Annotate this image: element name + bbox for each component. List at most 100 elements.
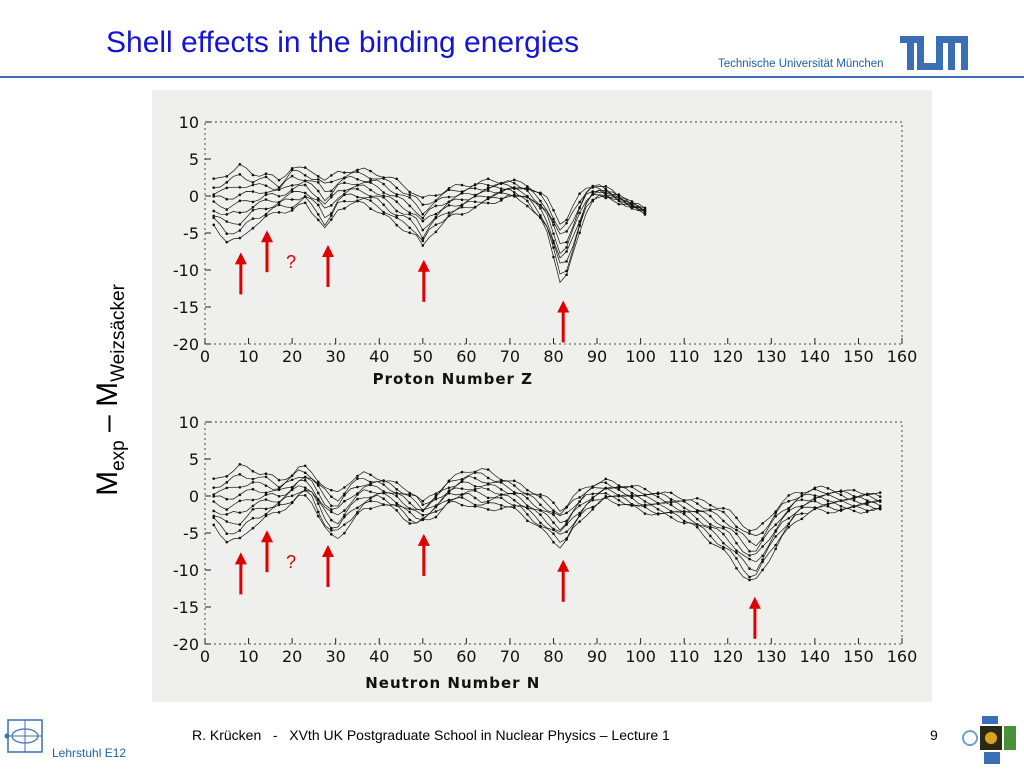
data-point xyxy=(748,540,751,543)
data-point xyxy=(669,491,673,495)
data-point xyxy=(395,200,398,203)
data-point xyxy=(604,184,608,188)
data-point xyxy=(565,218,568,222)
data-point xyxy=(643,505,647,509)
data-point xyxy=(303,475,307,479)
data-point xyxy=(578,231,581,235)
data-point xyxy=(695,496,699,500)
data-point xyxy=(238,236,242,240)
data-point xyxy=(682,521,686,525)
data-point xyxy=(382,196,385,199)
data-point xyxy=(212,477,216,480)
data-point xyxy=(878,491,882,494)
data-point xyxy=(343,531,346,535)
x-tick-label: 110 xyxy=(669,347,700,366)
data-point xyxy=(290,501,294,505)
data-point xyxy=(408,522,412,525)
data-point xyxy=(709,534,712,538)
data-point xyxy=(395,494,398,498)
slide-title: Shell effects in the binding energies xyxy=(106,26,580,59)
data-point xyxy=(395,194,398,198)
data-point xyxy=(604,189,608,192)
data-point xyxy=(722,532,725,536)
university-name: Technische Universität München xyxy=(718,58,884,70)
data-point xyxy=(290,168,294,172)
data-point xyxy=(303,479,307,482)
x-tick-label: 0 xyxy=(200,347,210,366)
data-point xyxy=(526,492,529,496)
data-point xyxy=(839,489,843,492)
data-point xyxy=(826,499,830,503)
data-point xyxy=(225,475,229,478)
data-point xyxy=(539,206,542,210)
data-point xyxy=(303,471,307,475)
data-point xyxy=(238,473,242,476)
data-point xyxy=(486,196,490,200)
data-point xyxy=(839,504,843,508)
data-point xyxy=(460,205,464,209)
data-point xyxy=(356,177,359,181)
data-point xyxy=(330,189,333,193)
data-point xyxy=(552,220,555,224)
data-point xyxy=(709,509,712,512)
data-point xyxy=(343,207,346,210)
data-point xyxy=(225,481,229,484)
data-point xyxy=(408,226,412,230)
x-tick-label: 60 xyxy=(456,347,476,366)
data-point xyxy=(251,487,255,491)
chair-name: Lehrstuhl E12 xyxy=(52,746,127,760)
data-point xyxy=(277,201,281,204)
data-point xyxy=(251,469,255,473)
data-point xyxy=(212,486,216,489)
x-tick-label: 110 xyxy=(669,647,700,666)
data-point xyxy=(225,532,229,536)
data-point xyxy=(761,554,764,558)
data-point xyxy=(761,568,764,572)
data-point xyxy=(395,186,398,190)
data-point xyxy=(591,486,595,489)
data-point xyxy=(630,206,634,210)
y-tick-label: -20 xyxy=(173,335,199,354)
data-point xyxy=(709,514,712,518)
data-point xyxy=(682,519,686,523)
y-tick-label: -15 xyxy=(173,598,199,617)
data-point xyxy=(447,491,451,495)
data-point xyxy=(212,214,216,218)
data-point xyxy=(447,211,451,215)
x-axis-label: Neutron Number N xyxy=(365,674,540,692)
data-point xyxy=(238,223,242,226)
data-point xyxy=(343,486,346,489)
data-point xyxy=(774,543,777,547)
arrow-head xyxy=(321,545,334,557)
data-point xyxy=(865,503,869,506)
data-point xyxy=(316,197,320,200)
data-point xyxy=(408,204,412,208)
data-point xyxy=(552,217,555,221)
data-point xyxy=(735,516,738,520)
data-point xyxy=(421,203,425,206)
data-point xyxy=(473,200,477,204)
data-point xyxy=(290,488,294,492)
data-point xyxy=(473,187,477,190)
data-point xyxy=(748,554,751,557)
data-point xyxy=(512,484,516,487)
data-point xyxy=(316,480,320,484)
data-point xyxy=(473,489,477,492)
data-point xyxy=(238,493,242,497)
data-point xyxy=(277,503,281,507)
data-point xyxy=(316,484,320,487)
data-point xyxy=(512,498,516,502)
data-point xyxy=(290,494,294,498)
data-point xyxy=(290,209,294,212)
data-point xyxy=(865,493,869,496)
data-point xyxy=(303,173,307,177)
data-point xyxy=(617,196,621,199)
data-point xyxy=(343,171,346,174)
data-point xyxy=(486,177,490,181)
data-point xyxy=(251,480,255,484)
data-point xyxy=(369,496,372,500)
data-point xyxy=(552,532,555,536)
data-point xyxy=(552,208,555,212)
data-point xyxy=(722,527,725,530)
data-point xyxy=(643,500,647,503)
